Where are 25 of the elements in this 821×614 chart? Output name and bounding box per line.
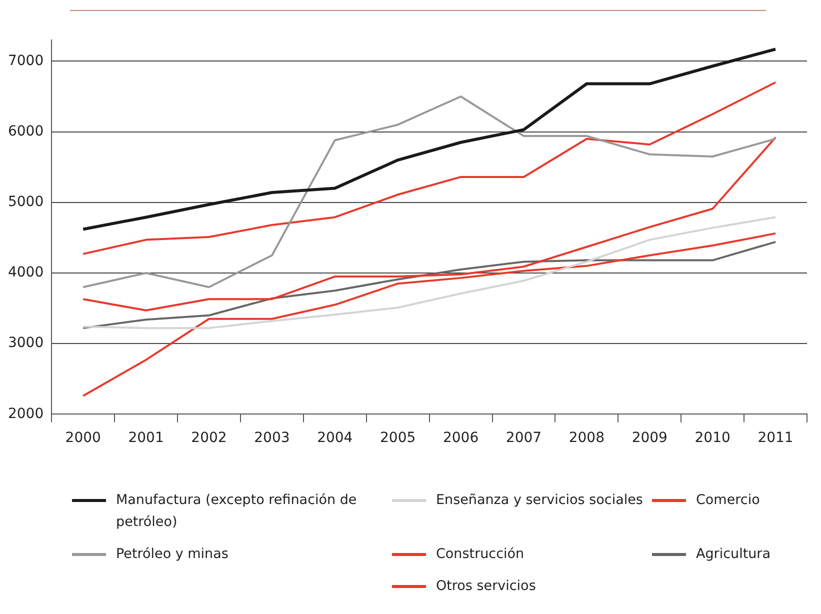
legend-label: Agricultura xyxy=(696,545,771,564)
y-tick-label: 5000 xyxy=(8,194,44,210)
x-tick-label: 2001 xyxy=(128,430,164,446)
x-tick-label: 2006 xyxy=(442,430,479,446)
legend-label: Otros servicios xyxy=(436,577,536,596)
legend-label: Construcción xyxy=(436,545,524,564)
x-tick-label: 2011 xyxy=(758,430,794,446)
x-tick-label: 2003 xyxy=(254,430,290,446)
y-tick-label: 3000 xyxy=(8,335,44,352)
legend-label: Manufactura (excepto refinación de petróleo) xyxy=(116,491,358,532)
y-tick-label: 7000 xyxy=(8,52,44,69)
x-tick-label: 2009 xyxy=(632,430,668,446)
y-tick-label: 2000 xyxy=(8,406,44,422)
x-tick-label: 2002 xyxy=(191,430,227,446)
x-tick-label: 2000 xyxy=(65,430,101,446)
x-tick-label: 2004 xyxy=(317,430,353,446)
y-tick-label: 4000 xyxy=(8,264,44,281)
x-tick-label: 2007 xyxy=(506,430,542,446)
legend-label: Petróleo y minas xyxy=(116,545,228,564)
x-tick-label: 2005 xyxy=(380,430,416,446)
x-tick-label: 2008 xyxy=(568,430,605,446)
y-tick-label: 6000 xyxy=(8,123,44,140)
x-tick-label: 2010 xyxy=(694,430,730,446)
legend-label: Enseñanza y servicios sociales xyxy=(436,491,643,510)
legend-label: Comercio xyxy=(696,491,760,510)
